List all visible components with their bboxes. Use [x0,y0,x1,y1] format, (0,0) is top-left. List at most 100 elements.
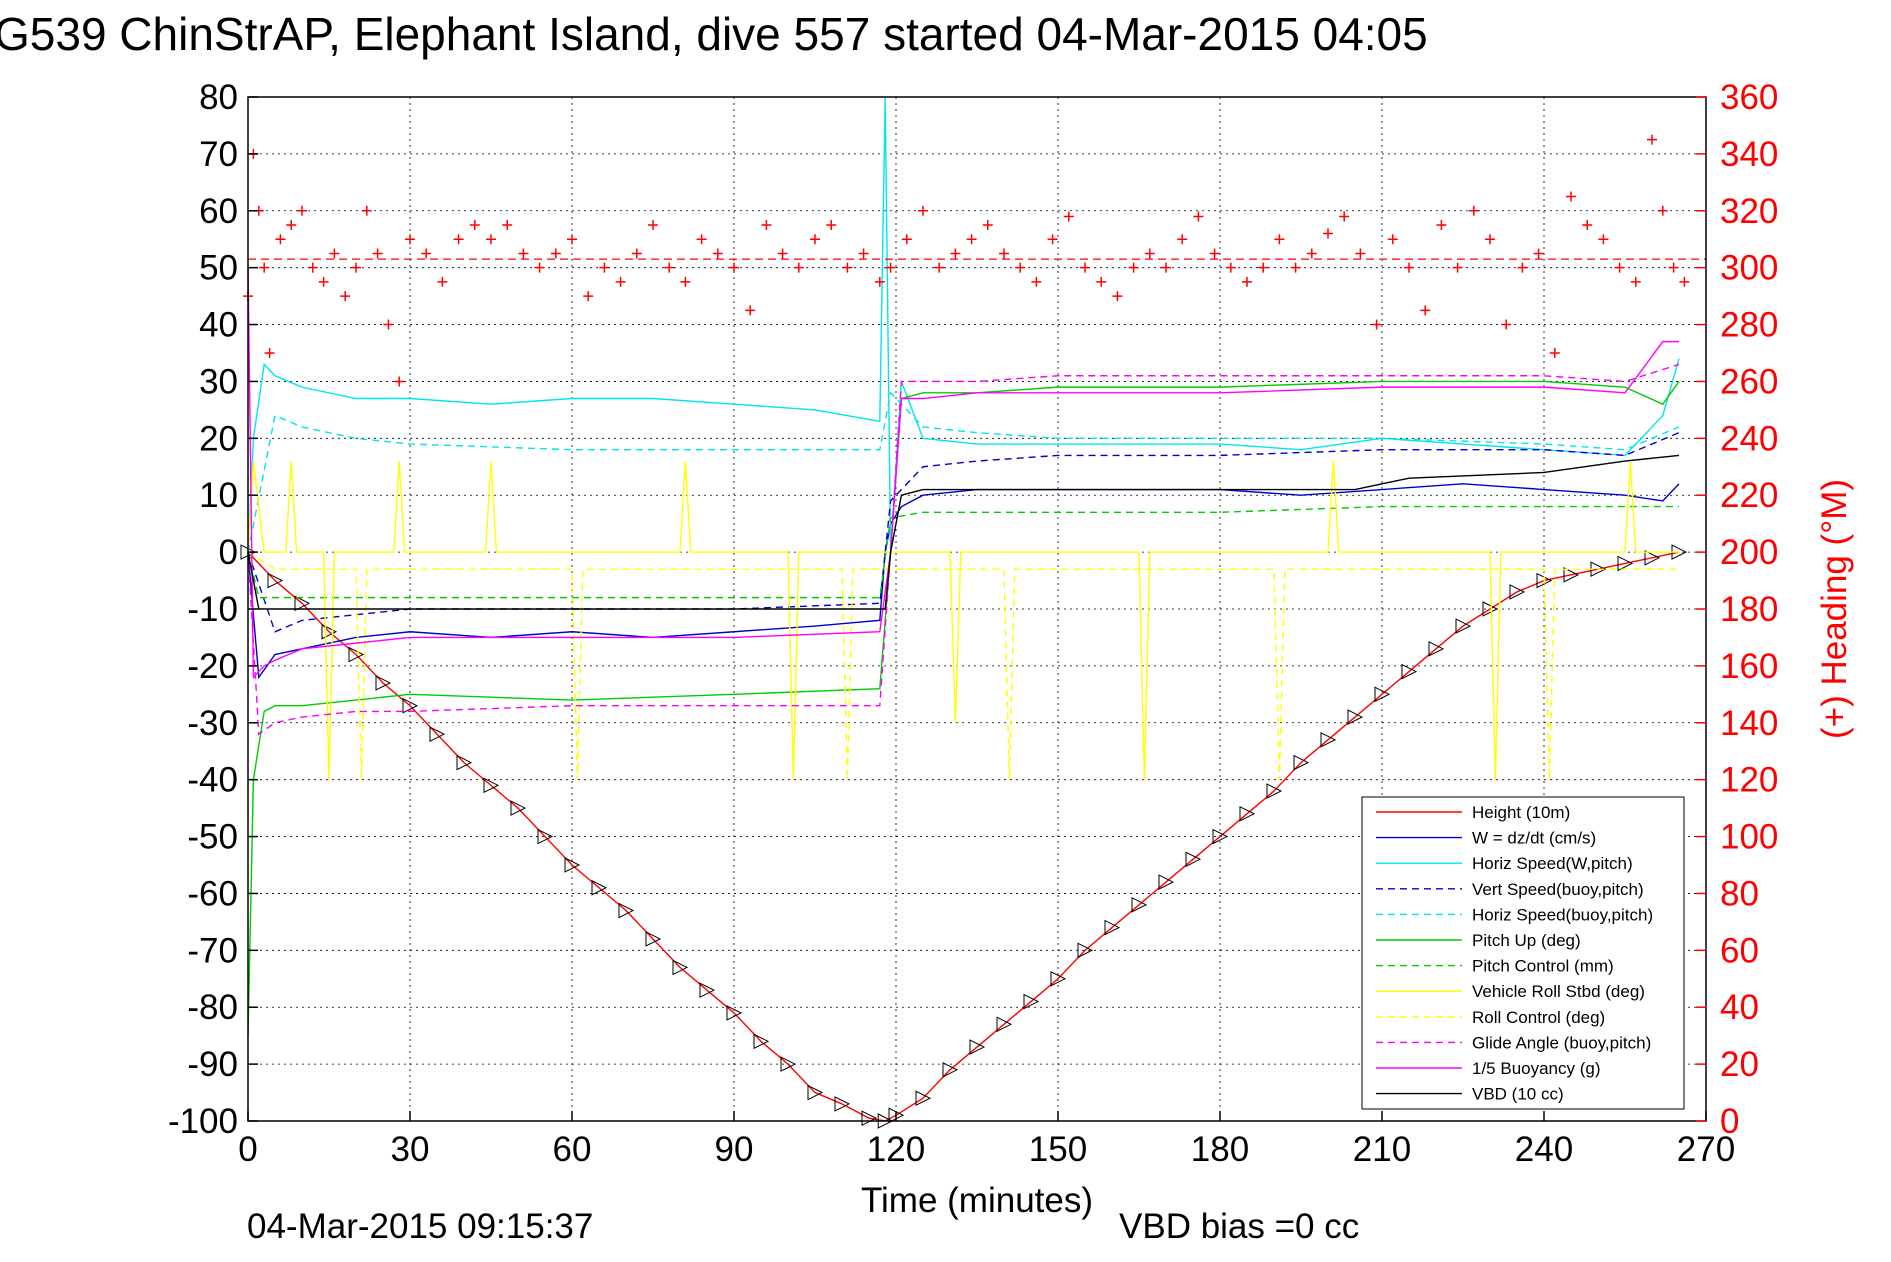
heading-point [1679,276,1690,287]
heading-point [885,262,896,273]
heading-point [1031,276,1042,287]
heading-point [1209,248,1220,259]
heading-point [745,305,756,316]
legend: Height (10m) W = dz/dt (cm/s) Horiz Speed(… [1361,796,1685,1110]
height-marker [996,1016,1013,1033]
heading-point [712,248,723,259]
x-ticks: 0 30 60 90 120 150 180 210 240 270 [238,1111,1735,1169]
heading-point [1614,262,1625,273]
y-ticks-left: 80 70 60 50 40 30 20 10 0 -10 -20 -30 -40 -50 -60 -70 -8… [168,78,258,1141]
heading-point [329,248,340,259]
height-marker [429,726,446,742]
x-tick-label: 60 [553,1130,592,1169]
y2-tick-label: 80 [1720,874,1759,913]
heading-point [1161,262,1171,273]
heading-point [615,276,626,287]
height-marker [294,595,311,612]
heading-point [259,262,270,273]
height-marker [510,800,527,816]
y2-tick-label: 20 [1720,1045,1759,1084]
y-tick-label: 60 [199,192,238,231]
vert-speed-buoy-pitch-line [247,431,1680,633]
heading-point [486,234,496,245]
heading-point [1533,248,1544,259]
y-tick-label: 40 [199,306,238,345]
heading-point [1436,220,1447,230]
heading-point [437,276,448,287]
heading-point [405,234,415,245]
heading-point [874,276,885,287]
heading-point [599,262,610,273]
heading-point [421,248,432,259]
chart-title: G539 ChinStrAP, Elephant Island, dive 55… [0,8,1428,60]
height-marker [780,1056,797,1072]
y-ticks-right: 3603403203002802602402202001801601401201… [1696,78,1778,1141]
heading-point [1371,319,1382,330]
heading-point [286,220,297,230]
height-marker [1293,754,1310,771]
height-marker [456,754,473,771]
height-marker [591,879,608,896]
y-tick-label: -20 [187,647,238,686]
height-marker [1266,783,1283,799]
heading-point [297,205,307,216]
heading-point [1080,262,1090,273]
height-marker [1158,874,1175,890]
height-marker [807,1084,824,1101]
height-marker [672,959,689,976]
heading-point [696,234,707,245]
heading-point [502,220,513,230]
y2-tick-label: 140 [1720,704,1778,743]
heading-point [1242,276,1252,287]
height-marker [834,1096,851,1112]
height-marker [537,828,554,845]
x-tick-label: 0 [238,1130,257,1169]
heading-point [934,262,945,273]
height-marker [753,1033,770,1050]
height-marker [1023,993,1040,1010]
heading-point [1452,262,1463,273]
height-marker [564,857,581,873]
heading-point [1323,228,1333,239]
y-tick-label: 10 [199,476,238,515]
heading-point [729,262,739,273]
y2-tick-label: 160 [1720,647,1778,686]
legend-label: Horiz Speed(W,pitch) [1472,854,1633,873]
heading-point [999,248,1009,259]
heading-point [1193,211,1204,222]
y-tick-label: -50 [187,818,238,857]
x-tick-label: 120 [867,1130,925,1169]
heading-point [1468,205,1479,216]
horiz-speed-w-pitch-line [247,96,1680,553]
pitch-control-mm-line [247,505,1679,599]
heading-point [842,262,853,273]
vehicle-roll-stbd-deg-line [247,461,1679,780]
series-layer [240,96,1706,1129]
legend-label: Vert Speed(buoy,pitch) [1472,880,1644,899]
height-marker [645,931,662,947]
height-marker [321,623,338,640]
heading-point [275,234,286,245]
height-marker [1212,828,1229,845]
heading-point [351,262,361,273]
y-tick-label: -30 [187,704,238,743]
vbd-10-cc-line [247,454,1680,610]
x-tick-label: 30 [391,1130,430,1169]
y2-tick-label: 220 [1720,476,1778,515]
heading-point [567,234,577,245]
y-tick-label: -40 [187,761,238,800]
legend-label: 1/5 Buoyancy (g) [1472,1059,1601,1078]
heading-point [361,205,372,216]
heading-point [550,248,561,259]
legend-label: Vehicle Roll Stbd (deg) [1472,982,1645,1001]
heading-point [264,348,275,358]
heading-point [1420,305,1431,316]
height-marker [267,572,284,589]
x-axis-label: Time (minutes) [861,1181,1093,1220]
legend-box [1361,796,1685,1110]
heading-point [1096,276,1107,287]
heading-point [383,319,394,330]
heading-point [307,262,318,273]
heading-point [1404,262,1414,273]
heading-point [1128,262,1139,273]
